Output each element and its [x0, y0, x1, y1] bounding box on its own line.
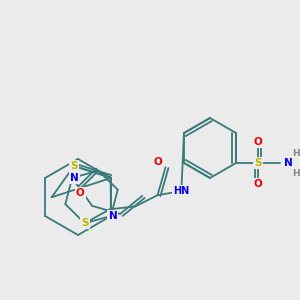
Text: S: S — [81, 218, 88, 228]
Text: S: S — [254, 158, 262, 168]
Text: N: N — [109, 211, 117, 221]
Text: O: O — [254, 179, 262, 189]
Text: H: H — [292, 148, 300, 158]
Text: N: N — [284, 158, 293, 168]
Text: O: O — [153, 157, 162, 167]
Text: N: N — [70, 173, 79, 183]
Text: HN: HN — [173, 186, 189, 196]
Text: H: H — [292, 169, 300, 178]
Text: O: O — [254, 137, 262, 147]
Text: O: O — [76, 188, 85, 198]
Text: S: S — [70, 161, 78, 171]
